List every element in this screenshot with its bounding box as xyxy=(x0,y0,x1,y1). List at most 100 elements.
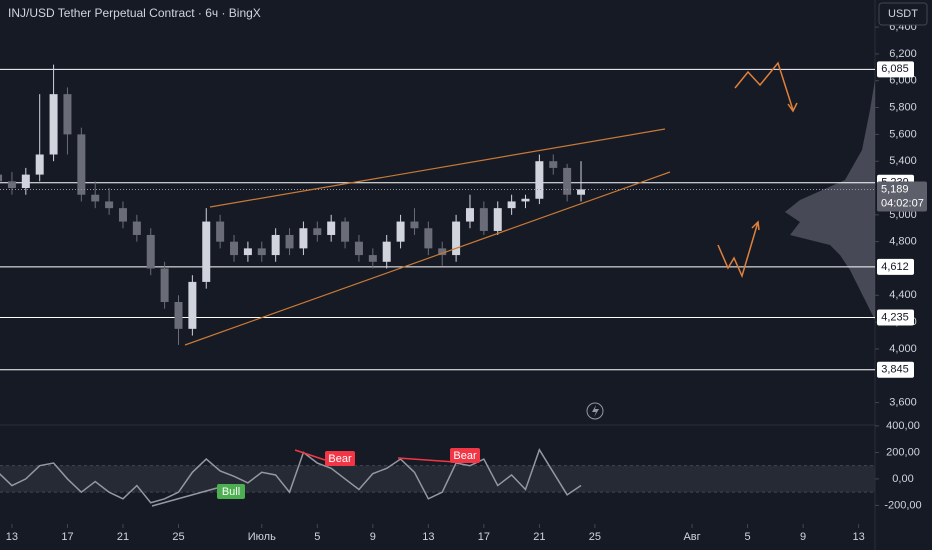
chart-title: INJ/USD Tether Perpetual Contract · 6ч ·… xyxy=(8,6,261,20)
y-tick-label: 3,600 xyxy=(889,397,917,409)
trend-line xyxy=(209,128,666,208)
x-tick-label: 21 xyxy=(533,531,545,543)
candle-body xyxy=(63,94,72,135)
x-tick-label: 13 xyxy=(6,531,18,543)
arrow-head xyxy=(787,102,798,113)
currency-button[interactable] xyxy=(878,2,928,26)
x-tick-label: 9 xyxy=(800,531,806,543)
candle-body xyxy=(35,154,44,175)
candle-body xyxy=(132,221,141,235)
bull-badge xyxy=(217,484,245,499)
candle-body xyxy=(382,241,391,262)
volume-profile xyxy=(785,80,875,320)
osc-line xyxy=(0,448,582,504)
last-price-box xyxy=(877,181,927,212)
candle-body xyxy=(341,221,350,242)
y-tick-label: 5,600 xyxy=(889,128,917,140)
y-tick-label: 6,000 xyxy=(889,75,917,87)
y-tick-label: 4,000 xyxy=(889,343,917,355)
candle-body xyxy=(285,234,294,249)
candle-body xyxy=(202,221,211,282)
level-label: 4,612 xyxy=(881,261,909,273)
y-tick-label: 5,400 xyxy=(889,155,917,167)
y-tick-label: 6,200 xyxy=(889,48,917,60)
currency-label: USDT xyxy=(888,8,918,20)
alert-icon-bolt xyxy=(592,405,599,417)
candle-body xyxy=(188,281,197,329)
candle-body xyxy=(91,194,100,202)
candle-body xyxy=(410,221,419,229)
candle-body xyxy=(174,302,183,329)
candle-body xyxy=(216,221,225,242)
osc-band xyxy=(0,465,875,493)
annotation: Bear xyxy=(328,453,352,465)
candle-body xyxy=(354,241,363,256)
candle-body xyxy=(146,234,155,269)
candle-body xyxy=(7,181,16,189)
x-tick-label: 21 xyxy=(117,531,129,543)
candle-body xyxy=(452,221,461,256)
candle-body xyxy=(230,241,239,256)
x-tick-label: Авг xyxy=(683,531,700,543)
projection-arrow xyxy=(734,61,794,111)
candle-body xyxy=(243,248,252,256)
candle-body xyxy=(257,248,266,256)
bear-badge xyxy=(450,448,480,463)
candle-body xyxy=(105,201,114,209)
x-tick-label: 25 xyxy=(172,531,184,543)
candle-body xyxy=(507,201,516,209)
level-label-box xyxy=(877,61,914,78)
annotation: Bull xyxy=(222,486,240,498)
level-label-box xyxy=(877,309,914,326)
projection-arrow xyxy=(717,221,759,279)
y-tick-label: 200,00 xyxy=(886,446,920,458)
level-label-box xyxy=(877,361,914,378)
y-tick-label: 5,800 xyxy=(889,101,917,113)
candle-body xyxy=(479,208,488,231)
y-tick-label: 5,000 xyxy=(889,209,917,221)
level-label: 4,235 xyxy=(881,311,909,323)
divergence-line xyxy=(397,457,456,463)
candle-body xyxy=(493,208,502,231)
candle-body xyxy=(313,228,322,235)
candle-body xyxy=(535,161,544,199)
x-tick-label: 13 xyxy=(422,531,434,543)
candle-body xyxy=(368,255,377,262)
candle-body xyxy=(49,94,58,155)
last-price-label: 5,189 xyxy=(881,183,909,195)
x-tick-label: 17 xyxy=(478,531,490,543)
level-label-box xyxy=(877,258,914,275)
x-tick-label: 5 xyxy=(745,531,751,543)
x-tick-label: 5 xyxy=(314,531,320,543)
candle-body xyxy=(21,174,30,189)
x-tick-label: 17 xyxy=(61,531,73,543)
x-tick-label: 13 xyxy=(852,531,864,543)
bear-badge xyxy=(325,451,355,466)
divergence-line xyxy=(151,487,218,507)
countdown: 04:02:07 xyxy=(881,197,924,209)
level-label: 6,085 xyxy=(881,63,909,75)
alert-icon[interactable] xyxy=(586,402,604,420)
annotation: Bear xyxy=(453,450,477,462)
y-tick-label: 4,400 xyxy=(889,289,917,301)
candle-body xyxy=(549,161,558,168)
candle-body xyxy=(118,208,127,222)
arrow-head xyxy=(751,220,760,231)
trend-line xyxy=(184,171,671,346)
candle-body xyxy=(299,228,308,249)
x-tick-label: Июль xyxy=(248,531,276,543)
candle-body xyxy=(327,221,336,235)
y-tick-label: 0,00 xyxy=(892,473,913,485)
candle-body xyxy=(438,248,447,256)
y-tick-label: -200,00 xyxy=(884,499,921,511)
x-tick-label: 25 xyxy=(589,531,601,543)
candle-body xyxy=(521,198,530,202)
candle-body xyxy=(0,174,3,182)
divergence-line xyxy=(294,449,326,461)
candle-body xyxy=(160,268,169,303)
candle-body xyxy=(465,208,474,222)
level-label: 3,845 xyxy=(881,364,909,376)
candle-body xyxy=(577,189,586,195)
x-tick-label: 9 xyxy=(370,531,376,543)
